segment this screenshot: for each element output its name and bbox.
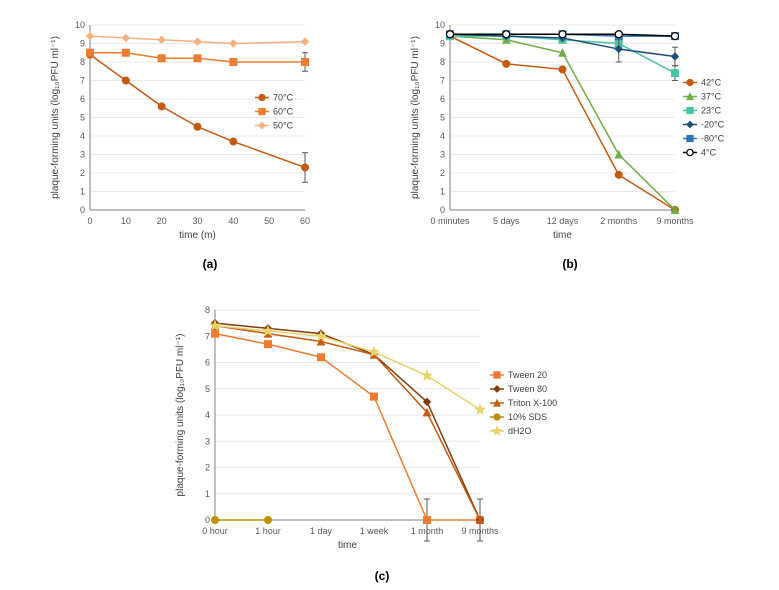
svg-text:60: 60 (300, 216, 310, 226)
legend-label: 42°C (701, 78, 722, 88)
svg-text:9: 9 (440, 39, 445, 49)
svg-text:9: 9 (80, 39, 85, 49)
svg-text:8: 8 (80, 57, 85, 67)
svg-text:2: 2 (205, 463, 210, 473)
svg-text:5: 5 (205, 384, 210, 394)
svg-text:2: 2 (440, 168, 445, 178)
panel-b: 0 1 2 3 4 5 6 7 8 9 10 0 minutes 5 days 12 days 2 mont… (410, 20, 725, 241)
legend-label: 4°C (701, 148, 717, 158)
svg-text:3: 3 (80, 150, 85, 160)
svg-text:0: 0 (87, 216, 92, 226)
panel-label-c: (c) (375, 569, 390, 583)
legend-label: -80°C (701, 134, 725, 144)
svg-text:1: 1 (205, 489, 210, 499)
svg-text:9 months: 9 months (656, 216, 694, 226)
svg-text:5: 5 (80, 113, 85, 123)
svg-text:time (m): time (m) (179, 230, 216, 241)
svg-text:1 day: 1 day (310, 526, 333, 536)
legend-label: 50°C (273, 121, 294, 131)
svg-text:10: 10 (435, 20, 445, 30)
svg-text:5 days: 5 days (493, 216, 520, 226)
svg-text:0 minutes: 0 minutes (430, 216, 470, 226)
panel-label-b: (b) (562, 257, 577, 271)
legend-label: 37°C (701, 92, 722, 102)
legend-label: Triton X-100 (508, 398, 557, 408)
svg-text:0 hour: 0 hour (202, 526, 228, 536)
legend: Tween 20 Tween 80 Triton X-100 10% SDS dH2O (490, 370, 557, 436)
svg-text:1 week: 1 week (360, 526, 389, 536)
svg-text:0: 0 (440, 205, 445, 215)
legend-label: 70°C (273, 93, 294, 103)
svg-text:4: 4 (440, 131, 445, 141)
svg-text:6: 6 (80, 94, 85, 104)
legend: 70°C 60°C 50°C (255, 93, 294, 131)
svg-text:1 hour: 1 hour (255, 526, 281, 536)
svg-text:10: 10 (75, 20, 85, 30)
svg-text:plaque-forming units (log₁₀PFU: plaque-forming units (log₁₀PFU ml⁻¹) (175, 334, 186, 497)
svg-text:6: 6 (205, 358, 210, 368)
svg-text:5: 5 (440, 113, 445, 123)
svg-text:4: 4 (205, 410, 210, 420)
legend-label: 10% SDS (508, 412, 547, 422)
legend-label: -20°C (701, 120, 725, 130)
svg-text:8: 8 (440, 57, 445, 67)
svg-text:1: 1 (440, 187, 445, 197)
svg-text:30: 30 (192, 216, 202, 226)
svg-text:7: 7 (440, 76, 445, 86)
svg-text:7: 7 (205, 331, 210, 341)
panel-label-a: (a) (203, 257, 218, 271)
svg-text:0: 0 (80, 205, 85, 215)
svg-text:3: 3 (440, 150, 445, 160)
svg-text:12 days: 12 days (547, 216, 579, 226)
svg-text:3: 3 (205, 436, 210, 446)
svg-text:0: 0 (205, 515, 210, 525)
panel-c: 0123456780 hour1 hour1 day1 week1 month9… (175, 305, 557, 551)
legend-label: 60°C (273, 107, 294, 117)
svg-text:7: 7 (80, 76, 85, 86)
svg-text:4: 4 (80, 131, 85, 141)
svg-text:time: time (338, 540, 357, 551)
legend-label: 23°C (701, 106, 722, 116)
legend-label: Tween 20 (508, 370, 547, 380)
svg-text:time: time (553, 230, 572, 241)
panel-a: 0 1 2 3 4 5 6 7 8 9 10 0 10 20 30 40 50 60 time (m) plaque-… (50, 20, 310, 241)
svg-text:plaque-forming units (log₁₀PFU: plaque-forming units (log₁₀PFU ml⁻¹) (50, 36, 61, 199)
svg-text:2: 2 (80, 168, 85, 178)
svg-text:40: 40 (228, 216, 238, 226)
legend-label: Tween 80 (508, 384, 547, 394)
legend: 42°C 37°C 23°C -20°C -80°C 4°C (683, 78, 725, 158)
svg-text:2 months: 2 months (600, 216, 638, 226)
svg-text:1: 1 (80, 187, 85, 197)
svg-text:10: 10 (121, 216, 131, 226)
svg-text:plaque-forming units (log₁₀PFU: plaque-forming units (log₁₀PFU ml⁻¹) (410, 36, 421, 199)
svg-text:20: 20 (157, 216, 167, 226)
svg-text:50: 50 (264, 216, 274, 226)
svg-text:8: 8 (205, 305, 210, 315)
svg-text:6: 6 (440, 94, 445, 104)
legend-label: dH2O (508, 426, 532, 436)
